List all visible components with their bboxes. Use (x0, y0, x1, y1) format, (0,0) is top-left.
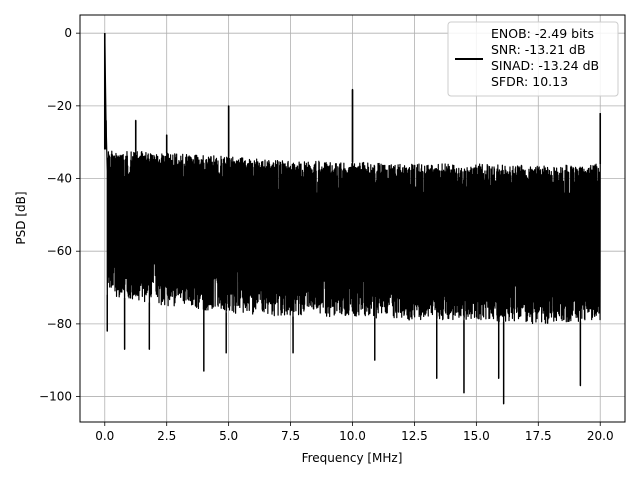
y-tick-label: −80 (47, 317, 72, 331)
legend-line-sinad: SINAD: -13.24 dB (491, 58, 599, 73)
legend-line-enob: ENOB: -2.49 bits (491, 26, 594, 41)
legend-line-snr: SNR: -13.21 dB (491, 42, 586, 57)
x-axis-ticks: 0.0 2.5 5.0 7.5 10.0 12.5 15.0 17.5 20.0 (95, 422, 614, 443)
x-tick-label: 20.0 (587, 429, 614, 443)
psd-trace (104, 33, 601, 405)
y-axis-label: PSD [dB] (14, 191, 28, 244)
y-axis-ticks: 0 −20 −40 −60 −80 −100 (39, 26, 80, 404)
y-tick-label: −40 (47, 172, 72, 186)
x-tick-label: 2.5 (157, 429, 176, 443)
psd-series (103, 33, 602, 405)
x-tick-label: 10.0 (339, 429, 366, 443)
x-tick-label: 0.0 (95, 429, 114, 443)
y-tick-label: −20 (47, 99, 72, 113)
x-tick-label: 5.0 (219, 429, 238, 443)
x-tick-label: 17.5 (525, 429, 552, 443)
y-tick-label: −60 (47, 244, 72, 258)
legend: ENOB: -2.49 bits SNR: -13.21 dB SINAD: -… (447, 21, 619, 97)
x-axis-label: Frequency [MHz] (302, 451, 403, 465)
x-tick-label: 12.5 (401, 429, 428, 443)
legend-line-sfdr: SFDR: 10.13 (491, 74, 568, 89)
x-tick-label: 15.0 (463, 429, 490, 443)
x-tick-label: 7.5 (281, 429, 300, 443)
y-tick-label: −100 (39, 390, 72, 404)
y-tick-label: 0 (64, 26, 72, 40)
legend-box (447, 21, 619, 97)
